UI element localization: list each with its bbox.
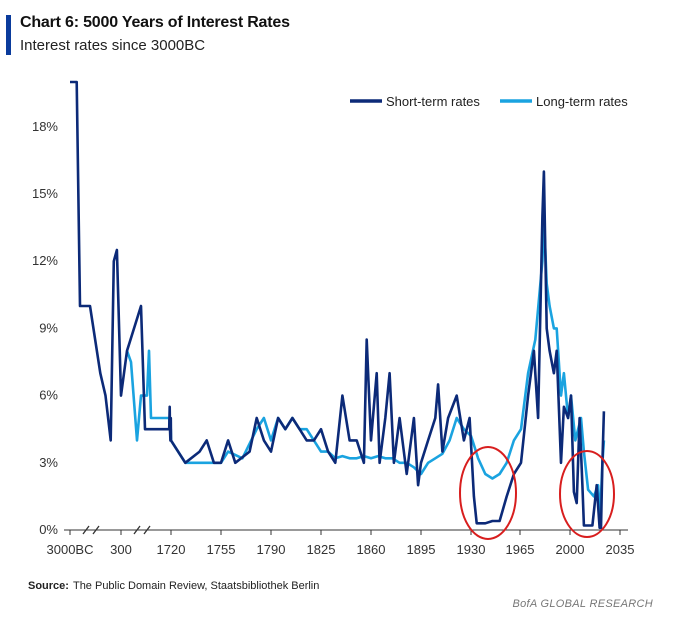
x-tick-label: 300 bbox=[110, 542, 132, 557]
y-tick-label: 12% bbox=[32, 253, 58, 268]
y-tick-label: 0% bbox=[39, 522, 58, 537]
axis-break-mark bbox=[82, 525, 90, 535]
source-text: The Public Domain Review, Staatsbiblioth… bbox=[72, 580, 320, 592]
x-tick-label: 2035 bbox=[606, 542, 635, 557]
legend-label-long: Long-term rates bbox=[536, 94, 628, 109]
y-tick-label: 9% bbox=[39, 320, 58, 335]
x-tick-label: 1720 bbox=[157, 542, 186, 557]
axis-break-mark bbox=[143, 525, 151, 535]
highlight-circle-2010s bbox=[559, 450, 615, 538]
x-tick-label: 3000BC bbox=[47, 542, 94, 557]
source-note: Source: The Public Domain Review, Staatsb… bbox=[28, 580, 319, 592]
y-tick-label: 3% bbox=[39, 455, 58, 470]
title-accent-bar bbox=[6, 15, 11, 55]
short-term-rates-line bbox=[70, 80, 606, 530]
brand-label: BofA GLOBAL RESEARCH bbox=[512, 598, 653, 610]
axis-break-mark bbox=[92, 525, 100, 535]
x-tick-label: 1895 bbox=[407, 542, 436, 557]
source-label: Source: bbox=[28, 580, 69, 592]
chart-title: Chart 6: 5000 Years of Interest Rates bbox=[20, 14, 290, 31]
chart-subtitle: Interest rates since 3000BC bbox=[20, 37, 206, 54]
highlight-circle-1930s bbox=[459, 446, 517, 540]
x-tick-label: 2000 bbox=[556, 542, 585, 557]
y-tick-label: 15% bbox=[32, 186, 58, 201]
x-tick-label: 1825 bbox=[307, 542, 336, 557]
x-tick-label: 1790 bbox=[257, 542, 286, 557]
x-tick-label: 1930 bbox=[457, 542, 486, 557]
axis-break-mark bbox=[133, 525, 141, 535]
legend-label-short: Short-term rates bbox=[386, 94, 480, 109]
x-tick-label: 1860 bbox=[357, 542, 386, 557]
y-tick-label: 6% bbox=[39, 388, 58, 403]
x-tick-label: 1755 bbox=[207, 542, 236, 557]
x-tick-label: 1965 bbox=[506, 542, 535, 557]
y-tick-label: 18% bbox=[32, 119, 58, 134]
